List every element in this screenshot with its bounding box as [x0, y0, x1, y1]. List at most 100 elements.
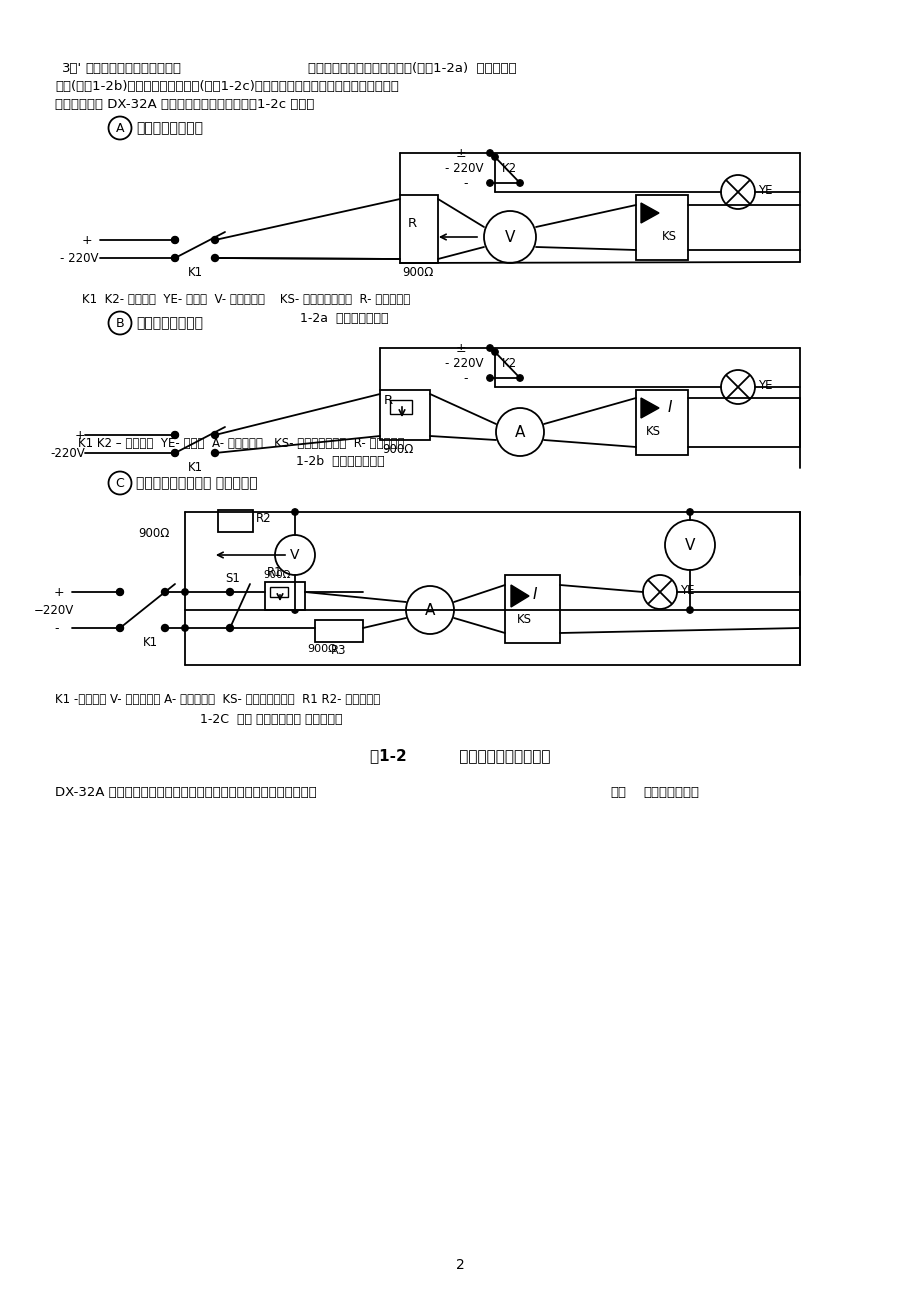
- Text: K1  K2- 空气开关  YE- 指示灯  V- 直流电压表    KS- 电压信号继电器  R- 调节变阻器: K1 K2- 空气开关 YE- 指示灯 V- 直流电压表 KS- 电压信号继电器…: [82, 293, 410, 306]
- Text: R3: R3: [331, 644, 346, 657]
- Circle shape: [275, 535, 314, 575]
- Text: 作电压保持的 DX-32A 信号继电器，实验接线如图1-2c 所示：: 作电压保持的 DX-32A 信号继电器，实验接线如图1-2c 所示：: [55, 98, 314, 111]
- Text: V: V: [505, 229, 515, 245]
- Circle shape: [483, 211, 536, 263]
- Bar: [218, 510, 253, 532]
- Text: 、电流动作电压保持 信号继电器: 、电流动作电压保持 信号继电器: [136, 476, 257, 490]
- Text: 900Ω: 900Ω: [307, 644, 336, 654]
- Text: V: V: [289, 548, 300, 562]
- Circle shape: [516, 375, 523, 381]
- Text: R2: R2: [255, 513, 271, 526]
- Text: 2: 2: [455, 1258, 464, 1272]
- Circle shape: [108, 311, 131, 334]
- Circle shape: [117, 624, 123, 631]
- Bar: [265, 582, 305, 610]
- Text: K1: K1: [187, 461, 202, 474]
- Circle shape: [405, 585, 453, 634]
- Polygon shape: [641, 398, 658, 418]
- Circle shape: [492, 154, 498, 160]
- Text: 测定信号继电器的动作值。: 测定信号继电器的动作值。: [85, 62, 181, 75]
- Circle shape: [486, 180, 493, 186]
- Text: YE: YE: [757, 379, 772, 392]
- Text: B: B: [116, 316, 124, 329]
- Bar: [380, 390, 429, 440]
- Circle shape: [108, 471, 131, 494]
- Text: A: A: [515, 424, 525, 440]
- Circle shape: [117, 624, 123, 631]
- Circle shape: [291, 509, 298, 515]
- Text: 图1-2          信号继电器实验接线图: 图1-2 信号继电器实验接线图: [369, 748, 550, 762]
- Text: 、电流信号继电器: 、电流信号继电器: [136, 316, 203, 330]
- Circle shape: [226, 588, 233, 596]
- Text: V: V: [684, 537, 695, 553]
- Text: K1 -空气开关 V- 直流压电表 A- 直流电流表  KS- 电流信号继电器  R1 R2- 调节变阻器: K1 -空气开关 V- 直流压电表 A- 直流电流表 KS- 电流信号继电器 R…: [55, 693, 380, 706]
- Circle shape: [117, 588, 123, 596]
- Text: ，衔铁被吸合，: ，衔铁被吸合，: [642, 786, 698, 799]
- Circle shape: [226, 624, 233, 631]
- Text: 信号继电器分电压信号继电器(如图1-2a)  电流信号继: 信号继电器分电压信号继电器(如图1-2a) 电流信号继: [308, 62, 516, 75]
- Circle shape: [172, 432, 178, 438]
- Text: -: -: [54, 622, 59, 635]
- Text: A: A: [116, 121, 124, 134]
- Text: +: +: [82, 234, 93, 247]
- Text: +: +: [54, 585, 64, 598]
- Text: - 220V: - 220V: [445, 163, 483, 176]
- Text: R: R: [383, 394, 392, 407]
- Bar: [635, 390, 687, 455]
- Circle shape: [291, 606, 298, 613]
- Circle shape: [117, 589, 123, 595]
- Text: 900Ω: 900Ω: [381, 444, 413, 455]
- Circle shape: [172, 237, 178, 243]
- Circle shape: [182, 624, 188, 631]
- Circle shape: [182, 589, 188, 595]
- Text: R1: R1: [267, 566, 282, 579]
- Circle shape: [211, 432, 219, 438]
- Text: K1: K1: [142, 636, 157, 649]
- Text: 1-2a  电压信号继电器: 1-2a 电压信号继电器: [300, 312, 388, 325]
- Text: ±: ±: [456, 342, 466, 355]
- Bar: [314, 621, 363, 641]
- Text: A: A: [425, 602, 435, 618]
- Text: 、电压信号继电器: 、电压信号继电器: [136, 121, 203, 135]
- Bar: [269, 587, 288, 597]
- Bar: [505, 575, 560, 643]
- Text: KS: KS: [645, 425, 660, 438]
- Circle shape: [162, 588, 168, 596]
- Text: - 220V: - 220V: [60, 252, 98, 265]
- Text: 电流: 电流: [609, 786, 625, 799]
- Text: 3、': 3、': [62, 62, 82, 75]
- Circle shape: [642, 575, 676, 609]
- Polygon shape: [641, 203, 658, 222]
- Bar: [390, 399, 412, 414]
- Text: I: I: [532, 587, 537, 602]
- Circle shape: [492, 349, 498, 355]
- Text: 1-2C  电流 动作电压保持 信号继电器: 1-2C 电流 动作电压保持 信号继电器: [199, 713, 342, 726]
- Circle shape: [720, 369, 754, 405]
- Text: YE: YE: [757, 183, 772, 196]
- Circle shape: [664, 520, 714, 570]
- Text: 电器(如图1-2b)和电流动作电压保持(如图1-2c)等信号继电器。我们实验选用的是电流动: 电器(如图1-2b)和电流动作电压保持(如图1-2c)等信号继电器。我们实验选用…: [55, 79, 399, 92]
- Text: 900Ω: 900Ω: [139, 527, 170, 540]
- Circle shape: [172, 255, 178, 262]
- Text: 900Ω: 900Ω: [402, 265, 433, 278]
- Circle shape: [171, 255, 178, 262]
- Text: S1: S1: [225, 572, 240, 585]
- Circle shape: [686, 509, 692, 515]
- Text: −220V: −220V: [34, 604, 74, 617]
- Text: +: +: [75, 429, 85, 442]
- Text: KS: KS: [662, 230, 676, 243]
- Text: R: R: [407, 217, 416, 230]
- Circle shape: [171, 450, 178, 457]
- Text: K2: K2: [502, 163, 516, 176]
- Circle shape: [516, 180, 523, 186]
- Circle shape: [686, 606, 692, 613]
- Circle shape: [171, 237, 178, 243]
- Text: - 220V: - 220V: [445, 356, 483, 369]
- Circle shape: [171, 432, 178, 438]
- Text: K2: K2: [502, 356, 516, 369]
- Polygon shape: [510, 585, 528, 608]
- Text: K1 K2 – 空气开关  YE- 指示灯  A- 直流电流表   KS- 电流信号继电器  R- 调节变阻器: K1 K2 – 空气开关 YE- 指示灯 A- 直流电流表 KS- 电流信号继电…: [78, 437, 404, 450]
- Circle shape: [211, 237, 219, 243]
- Bar: [635, 195, 687, 260]
- Circle shape: [486, 375, 493, 381]
